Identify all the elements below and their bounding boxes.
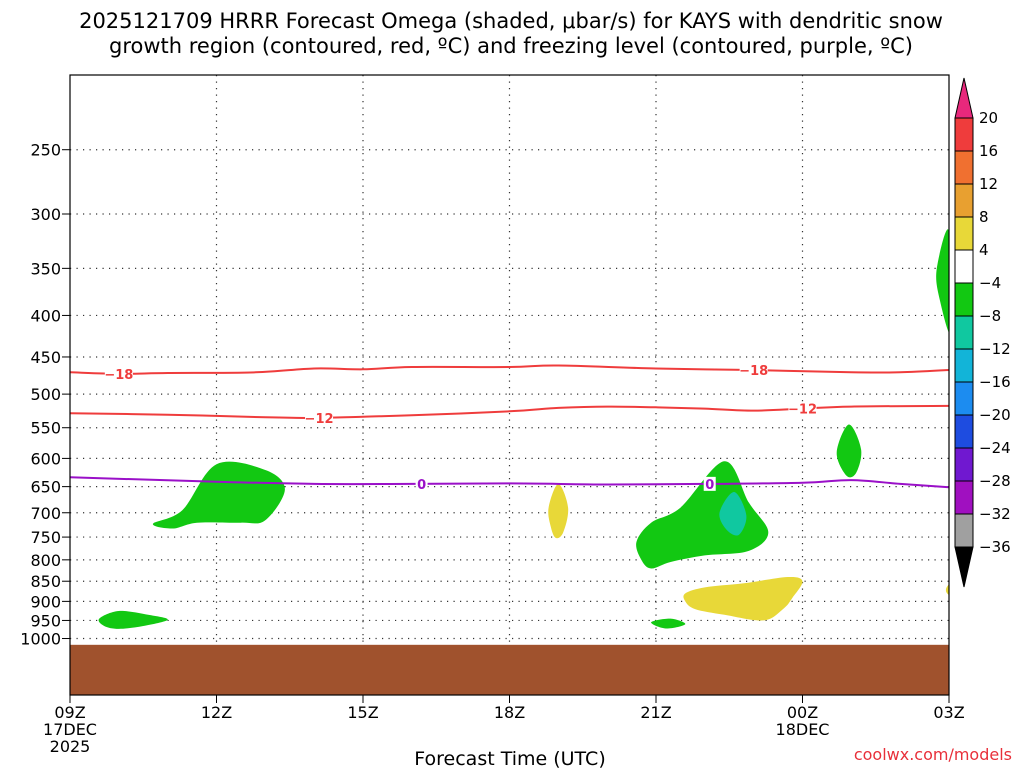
x-tick-label-00z: 00Z [787,703,818,722]
contour-label-bg [739,363,768,378]
contour-label-bg [703,476,716,491]
y-tick-label-550: 550 [30,419,61,438]
colorbar-label-11: −28 [979,472,1011,490]
omega-region-1 [152,461,285,529]
omega-region-4 [651,618,686,629]
y-tick-label-1000: 1000 [20,630,61,649]
contour-labels: −18 −18 −12 −12 0 0 [104,363,817,493]
colorbar-label-2: 12 [979,175,998,193]
y-tick-label-950: 950 [30,611,61,630]
y-tick-label-800: 800 [30,551,61,570]
colorbar-label-3: 8 [979,208,989,226]
colorbar-label-5: −4 [979,274,1001,292]
colorbar-label-1: 16 [979,142,998,160]
x-tick-label-12z: 12Z [201,703,232,722]
colorbar-label-7: −12 [979,340,1011,358]
y-tick-label-850: 850 [30,572,61,591]
terrain-band [70,644,949,695]
omega-region-8 [548,483,569,539]
colorbar-swatch-12 [954,480,974,515]
y-tick-label-250: 250 [30,141,61,160]
colorbar-label-0: 20 [979,109,998,127]
y-tick-label-900: 900 [30,592,61,611]
colorbar-swatch-6 [954,282,974,317]
colorbar-swatch-3 [954,183,974,218]
contour-label-1-2: −18 [739,364,768,379]
colorbar-swatch-1 [954,117,974,152]
grid-lines [70,75,949,695]
colorbar-label-10: −24 [979,439,1011,457]
colorbar-label-9: −20 [979,406,1011,424]
x-tick-label-21z: 21Z [640,703,671,722]
omega-region-7 [719,491,747,536]
chart-title-line-1: 2025121709 HRRR Forecast Omega (shaded, … [79,9,943,33]
pressure-axis: 2503003504004505005506006507007508008509… [20,141,70,649]
x-tick-label-09z: 09Z [54,703,85,722]
colorbar-top-arrow [954,77,974,119]
omega-region-2 [98,610,168,629]
omega-region-6 [936,229,949,333]
contour-line-2 [69,404,950,420]
terrain-layer [70,644,949,695]
colorbar-swatch-8 [954,348,974,383]
omega-region-3 [636,461,769,569]
y-tick-label-750: 750 [30,528,61,547]
y-tick-label-450: 450 [30,348,61,367]
x-tick-label-2025: 2025 [50,737,91,756]
y-tick-label-650: 650 [30,478,61,497]
x-tick-label-18z: 18Z [494,703,525,722]
x-tick-label-18dec: 18DEC [776,720,830,739]
omega-region-9 [683,576,803,621]
contour-label-bg [415,476,428,491]
y-tick-label-500: 500 [30,385,61,404]
colorbar-label-4: 4 [979,241,989,259]
contour-label-bg [788,401,817,416]
colorbar-swatch-2 [954,150,974,185]
contour-label-3-2: 0 [705,478,714,493]
colorbar-swatch-7 [954,315,974,350]
colorbar-swatch-5 [954,249,974,284]
colorbar-swatch-13 [954,513,974,548]
x-tick-label-15z: 15Z [347,703,378,722]
colorbar-swatch-4 [954,216,974,251]
chart-title-line-2: growth region (contoured, red, ºC) and f… [109,34,913,58]
colorbar-bottom-arrow [954,546,974,588]
x-tick-label-03z: 03Z [933,703,964,722]
y-tick-label-350: 350 [30,259,61,278]
x-tick-label-17dec: 17DEC [43,720,97,739]
colorbar-swatch-10 [954,414,974,449]
contour-label-bg [305,410,334,425]
contour-label-bg [104,366,133,381]
contour-line-1 [69,364,950,375]
y-tick-label-700: 700 [30,504,61,523]
colorbar-label-6: −8 [979,307,1001,325]
y-tick-label-300: 300 [30,205,61,224]
colorbar-label-13: −36 [979,538,1011,556]
omega-region-10 [945,584,949,596]
contour-label-2-1: −12 [305,412,334,427]
contour-line-3 [69,476,950,489]
contour-label-3-1: 0 [417,478,426,493]
colorbar-label-12: −32 [979,505,1011,523]
colorbar-swatch-9 [954,381,974,416]
omega-region-5 [836,424,862,478]
y-tick-label-400: 400 [30,306,61,325]
y-tick-label-600: 600 [30,449,61,468]
x-axis-label: Forecast Time (UTC) [414,748,605,768]
source-credit: coolwx.com/models [854,745,1012,764]
colorbar: 20 16 12 8 4 −4 −8 −12 −16 −20 −24 −28 −32 −36 [954,77,1011,588]
colorbar-label-8: −16 [979,373,1011,391]
contour-label-1-1: −18 [104,368,133,383]
contour-label-2-2: −12 [788,403,817,418]
colorbar-swatch-11 [954,447,974,482]
omega-shading [98,229,949,629]
